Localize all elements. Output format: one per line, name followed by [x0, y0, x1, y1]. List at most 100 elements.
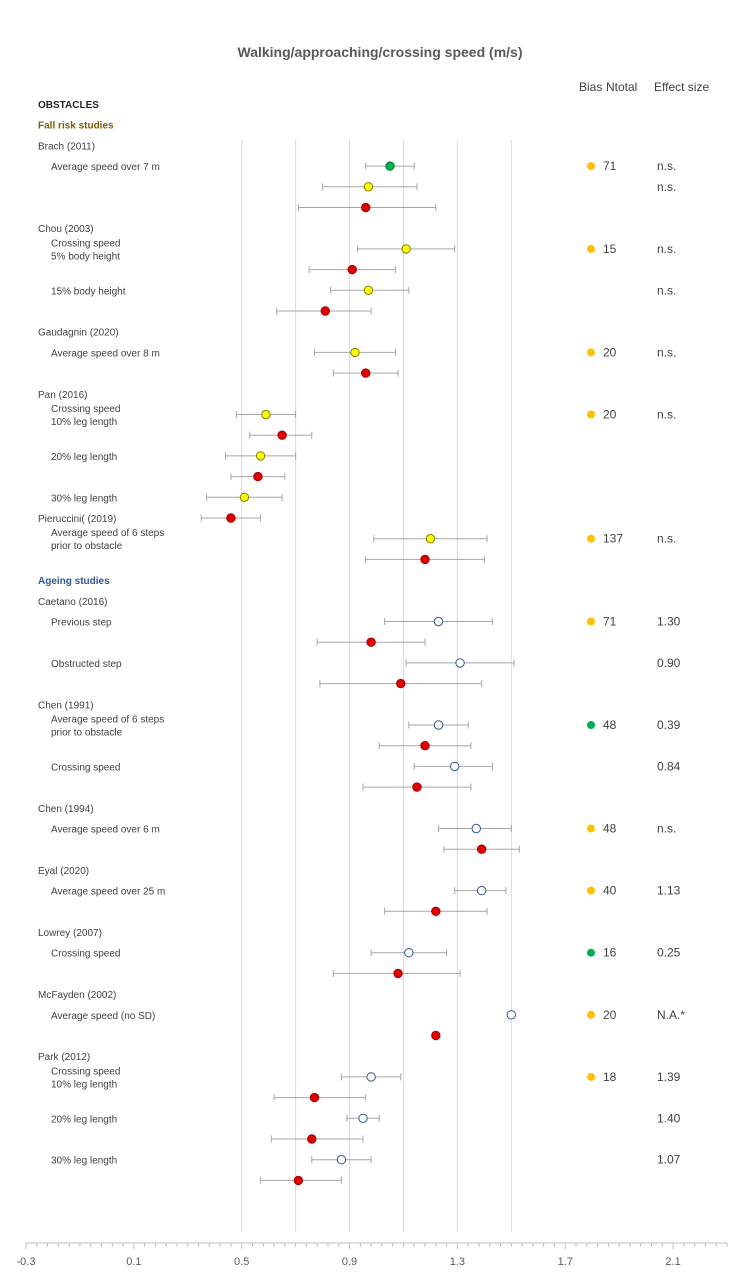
- ntotal-value: 18: [603, 1070, 617, 1084]
- bias-indicator: [587, 162, 595, 171]
- study-label: Pan (2016): [38, 390, 87, 401]
- row-labels: OBSTACLES Fall risk studies Ageing studies…: [38, 100, 165, 1167]
- young-adult-point: [471, 823, 481, 834]
- ntotal-value: 20: [603, 408, 617, 422]
- young-adult-point: [455, 658, 465, 668]
- study-label: Caetano (2016): [38, 597, 108, 608]
- study-label: Chen (1994): [38, 804, 94, 815]
- effect-size-value: 0.90: [657, 656, 681, 670]
- x-axis: -0.3 0.1 0.5 0.9 1.3 1.7 2.1: [17, 1242, 728, 1268]
- condition-label: prior to obstacle: [51, 728, 123, 739]
- faller-older-adult-point: [393, 968, 403, 979]
- condition-label: Crossing speed: [51, 949, 120, 960]
- ntotal-value: 40: [603, 884, 617, 898]
- non-faller-point: [363, 285, 374, 295]
- ntotal-column-header: Ntotal: [606, 80, 637, 94]
- ntotal-value: 71: [603, 615, 617, 629]
- ntotal-value: 20: [603, 1008, 617, 1022]
- x-tick-label: 2.1: [665, 1256, 680, 1268]
- study-label: Pieruccini( (2019): [38, 514, 116, 525]
- study-label: Park (2012): [38, 1052, 90, 1063]
- faller-older-adult-point: [320, 306, 330, 316]
- young-adult-point: [336, 1155, 347, 1165]
- ntotal-value: 48: [603, 822, 617, 836]
- condition-label: 10% leg length: [51, 417, 117, 428]
- non-faller-point: [255, 451, 266, 461]
- ntotal-value: 16: [603, 946, 617, 960]
- condition-label: 30% leg length: [51, 493, 117, 504]
- ntotal-value: 15: [603, 242, 617, 256]
- faller-older-adult-point: [226, 513, 236, 523]
- faller-older-adult-point: [396, 678, 406, 689]
- non-faller-point: [239, 492, 250, 502]
- condition-label: Average speed over 25 m: [51, 887, 165, 898]
- study-label: Lowrey (2007): [38, 928, 102, 939]
- faller-older-adult-point: [431, 1030, 441, 1041]
- effect-size-value: n.s.: [657, 408, 676, 422]
- x-tick-label: 0.5: [234, 1256, 249, 1268]
- side-columns: 71 15 20 20 137 71 48 48 40 16 20 18 n.s. n.s. n.s. n.s…: [587, 159, 685, 1167]
- bias-indicator: [587, 348, 595, 357]
- young-adult-point: [449, 761, 460, 772]
- young-adult-point: [366, 1072, 376, 1082]
- effect-size-value: n.s.: [657, 822, 676, 836]
- non-faller-point: [261, 409, 271, 420]
- study-label: McFayden (2002): [38, 990, 116, 1001]
- condition-label: 5% body height: [51, 251, 120, 262]
- study-label: Chen (1991): [38, 700, 94, 711]
- condition-label: Average speed of 6 steps: [51, 715, 164, 726]
- effect-size-value: n.s.: [657, 159, 676, 173]
- ntotal-value: 20: [603, 345, 617, 359]
- ntotal-value: 71: [603, 159, 617, 173]
- condition-label: Previous step: [51, 618, 112, 629]
- faller-older-adult-point: [420, 741, 430, 751]
- x-tick-label: 0.1: [126, 1256, 141, 1268]
- young-adult-point: [404, 948, 414, 958]
- chart-title: Walking/approaching/crossing speed (m/s): [238, 44, 523, 60]
- condition-label: Crossing speed: [51, 404, 120, 415]
- young-adult-point: [433, 616, 444, 627]
- effect-size-value: 1.07: [657, 1153, 681, 1167]
- condition-label: Average speed (no SD): [51, 1011, 155, 1022]
- effect-size-value: 1.40: [657, 1111, 681, 1125]
- condition-label: Average speed over 8 m: [51, 348, 160, 359]
- faller-older-adult-point: [366, 637, 376, 647]
- section-label: Ageing studies: [38, 576, 110, 587]
- effect-size-value: n.s.: [657, 283, 676, 297]
- bias-indicator: [587, 948, 595, 957]
- combined-group-point: [385, 161, 395, 171]
- condition-label: Obstructed step: [51, 659, 122, 670]
- faller-older-adult-point: [347, 264, 357, 275]
- bias-indicator: [587, 721, 595, 729]
- ntotal-value: 137: [603, 532, 623, 546]
- effect-size-value: 0.39: [657, 718, 681, 732]
- non-faller-point: [425, 534, 436, 544]
- section-label: Fall risk studies: [38, 121, 114, 132]
- bias-indicator: [587, 534, 595, 543]
- bias-indicator: [587, 410, 595, 419]
- gridlines: [241, 140, 512, 1232]
- faller-older-adult-point: [361, 368, 371, 378]
- faller-older-adult-point: [253, 471, 263, 482]
- faller-older-adult-point: [309, 1092, 320, 1103]
- study-label: Brach (2011): [38, 141, 95, 152]
- non-faller-point: [363, 182, 374, 192]
- condition-label: 20% leg length: [51, 452, 117, 463]
- faller-older-adult-point: [431, 906, 441, 916]
- effect-size-value: 1.13: [657, 884, 681, 898]
- effect-size-value: N.A.*: [657, 1008, 685, 1022]
- faller-older-adult-point: [361, 202, 371, 213]
- condition-label: Crossing speed: [51, 762, 120, 773]
- bias-indicator: [587, 824, 595, 833]
- effect-size-value: 1.30: [657, 615, 681, 629]
- condition-label: 15% body height: [51, 286, 126, 297]
- condition-label: 30% leg length: [51, 1156, 117, 1167]
- study-label: Eyal (2020): [38, 866, 89, 877]
- x-tick-label: -0.3: [17, 1256, 36, 1268]
- section-label: OBSTACLES: [38, 100, 99, 111]
- faller-older-adult-point: [293, 1175, 304, 1186]
- effect-size-value: 0.84: [657, 759, 681, 773]
- condition-label: 20% leg length: [51, 1114, 117, 1125]
- young-adult-point: [358, 1113, 368, 1124]
